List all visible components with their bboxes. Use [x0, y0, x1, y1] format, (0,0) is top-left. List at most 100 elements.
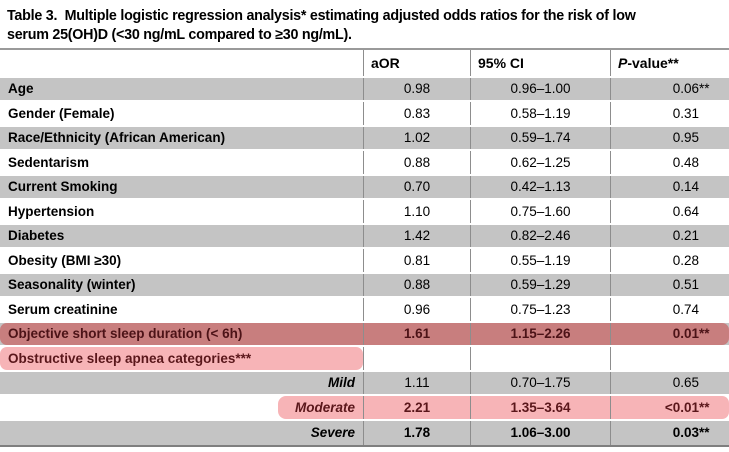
pvalue-italic-p: P [618, 54, 628, 71]
p-value: 0.74 [610, 298, 729, 321]
table-row-osa-moderate-highlighted: Moderate 2.21 1.35–3.64 <0.01 ** [0, 396, 729, 421]
ci-value: 1.06–3.00 [470, 420, 610, 445]
aor-value: 0.96 [363, 298, 470, 321]
ci-value: 0.82–2.46 [470, 224, 610, 247]
p-value: 0.21 [610, 224, 729, 247]
aor-value: 1.02 [363, 126, 470, 149]
p-value: 0.01 ** [610, 322, 729, 345]
p-value: 0.03 ** [610, 420, 729, 445]
row-label: Diabetes [8, 228, 65, 243]
row-label: Serum creatinine [8, 301, 118, 317]
table-row-diabetes: Diabetes 1.42 0.82–2.46 0.21 [0, 224, 729, 249]
p-value: 0.31 [610, 102, 729, 125]
ci-value: 0.55–1.19 [470, 249, 610, 272]
table-row-race: Race/Ethnicity (African American) 1.02 0… [0, 126, 729, 151]
p-number: 0.74 [672, 301, 699, 317]
table-row-hypertension: Hypertension 1.10 0.75–1.60 0.64 [0, 200, 729, 225]
significance-stars: ** [699, 399, 710, 415]
header-row: aOR 95% CI P -value** [0, 50, 729, 78]
aor-value: 0.83 [363, 102, 470, 125]
p-value: 0.28 [610, 249, 729, 272]
caption-line-2: serum 25(OH)D (<30 ng/mL compared to ≥30… [7, 27, 352, 43]
table-row-sedentarism: Sedentarism 0.88 0.62–1.25 0.48 [0, 151, 729, 176]
table-row-seasonality: Seasonality (winter) 0.88 0.59–1.29 0.51 [0, 273, 729, 298]
sublabel-text: Moderate [294, 399, 355, 415]
highlight-pill [278, 396, 363, 419]
p-number: 0.51 [672, 277, 699, 292]
row-label: Objective short sleep duration (< 6h) [0, 322, 363, 345]
aor-value: 1.10 [363, 200, 470, 223]
ci-value: 1.15–2.26 [470, 322, 610, 345]
aor-value: 0.70 [363, 175, 470, 198]
ci-value: 0.62–1.25 [470, 151, 610, 174]
p-value: <0.01 ** [610, 396, 729, 419]
aor-value: 0.88 [363, 151, 470, 174]
ci-value [470, 347, 610, 370]
p-number: 0.95 [672, 130, 699, 145]
p-number: 0.48 [672, 154, 699, 170]
regression-table: aOR 95% CI P -value** Age 0.98 0.96–1.00 … [0, 48, 729, 447]
table-row-osa-severe: Severe 1.78 1.06–3.00 0.03 ** [0, 420, 729, 445]
ci-value: 0.59–1.29 [470, 273, 610, 296]
row-label: Race/Ethnicity (African American) [8, 130, 226, 145]
row-label: Obesity (BMI ≥30) [8, 252, 122, 268]
significance-stars: ** [699, 81, 710, 96]
aor-value: 1.78 [363, 420, 470, 445]
column-header-ci: 95% CI [470, 50, 610, 76]
aor-value: 1.42 [363, 224, 470, 247]
table-row-obesity: Obesity (BMI ≥30) 0.81 0.55–1.19 0.28 [0, 249, 729, 274]
row-label: Seasonality (winter) [8, 277, 136, 292]
p-value: 0.65 [610, 371, 729, 394]
aor-value: 2.21 [363, 396, 470, 419]
ci-value: 0.75–1.60 [470, 200, 610, 223]
table-row-osa-mild: Mild 1.11 0.70–1.75 0.65 [0, 371, 729, 396]
p-number: 0.31 [672, 105, 699, 121]
significance-stars: ** [699, 326, 710, 341]
p-value [610, 347, 729, 370]
row-label: Current Smoking [8, 179, 118, 194]
column-header-aor: aOR [363, 50, 470, 76]
aor-value: 0.98 [363, 77, 470, 100]
pvalue-rest: -value** [627, 54, 679, 71]
table-row-short-sleep-highlighted: Objective short sleep duration (< 6h) 1.… [0, 322, 729, 347]
p-number: 0.64 [672, 203, 699, 219]
row-sublabel: Moderate [0, 396, 363, 419]
ci-value: 0.42–1.13 [470, 175, 610, 198]
p-number: 0.21 [672, 228, 699, 243]
table-row-gender: Gender (Female) 0.83 0.58–1.19 0.31 [0, 102, 729, 127]
p-value: 0.06 ** [610, 77, 729, 100]
p-value: 0.51 [610, 273, 729, 296]
header-label-blank [0, 50, 363, 76]
row-label: Sedentarism [8, 154, 90, 170]
p-value: 0.48 [610, 151, 729, 174]
aor-value [363, 347, 470, 370]
column-header-pvalue: P -value** [610, 50, 729, 76]
table-caption: Table 3. Multiple logistic regression an… [0, 0, 729, 45]
p-number: <0.01 [664, 399, 699, 415]
p-number: 0.65 [672, 375, 699, 390]
aor-value: 1.11 [363, 371, 470, 394]
ci-value: 0.58–1.19 [470, 102, 610, 125]
table-row-osa-categories-highlighted: Obstructive sleep apnea categories*** [0, 347, 729, 372]
p-value: 0.64 [610, 200, 729, 223]
ci-value: 0.70–1.75 [470, 371, 610, 394]
table-row-creatinine: Serum creatinine 0.96 0.75–1.23 0.74 [0, 298, 729, 323]
row-label: Obstructive sleep apnea categories*** [0, 347, 363, 370]
aor-value: 0.88 [363, 273, 470, 296]
p-number: 0.03 [672, 425, 699, 440]
ci-value: 0.59–1.74 [470, 126, 610, 149]
ci-value: 1.35–3.64 [470, 396, 610, 419]
p-number: 0.01 [672, 326, 699, 341]
ci-value: 0.96–1.00 [470, 77, 610, 100]
row-label: Hypertension [8, 203, 95, 219]
table-row-smoking: Current Smoking 0.70 0.42–1.13 0.14 [0, 175, 729, 200]
aor-value: 1.61 [363, 322, 470, 345]
ci-value: 0.75–1.23 [470, 298, 610, 321]
p-number: 0.28 [672, 252, 699, 268]
p-number: 0.14 [672, 179, 699, 194]
p-value: 0.95 [610, 126, 729, 149]
row-sublabel: Mild [328, 375, 355, 390]
p-number: 0.06 [672, 81, 699, 96]
significance-stars: ** [699, 425, 710, 440]
p-value: 0.14 [610, 175, 729, 198]
